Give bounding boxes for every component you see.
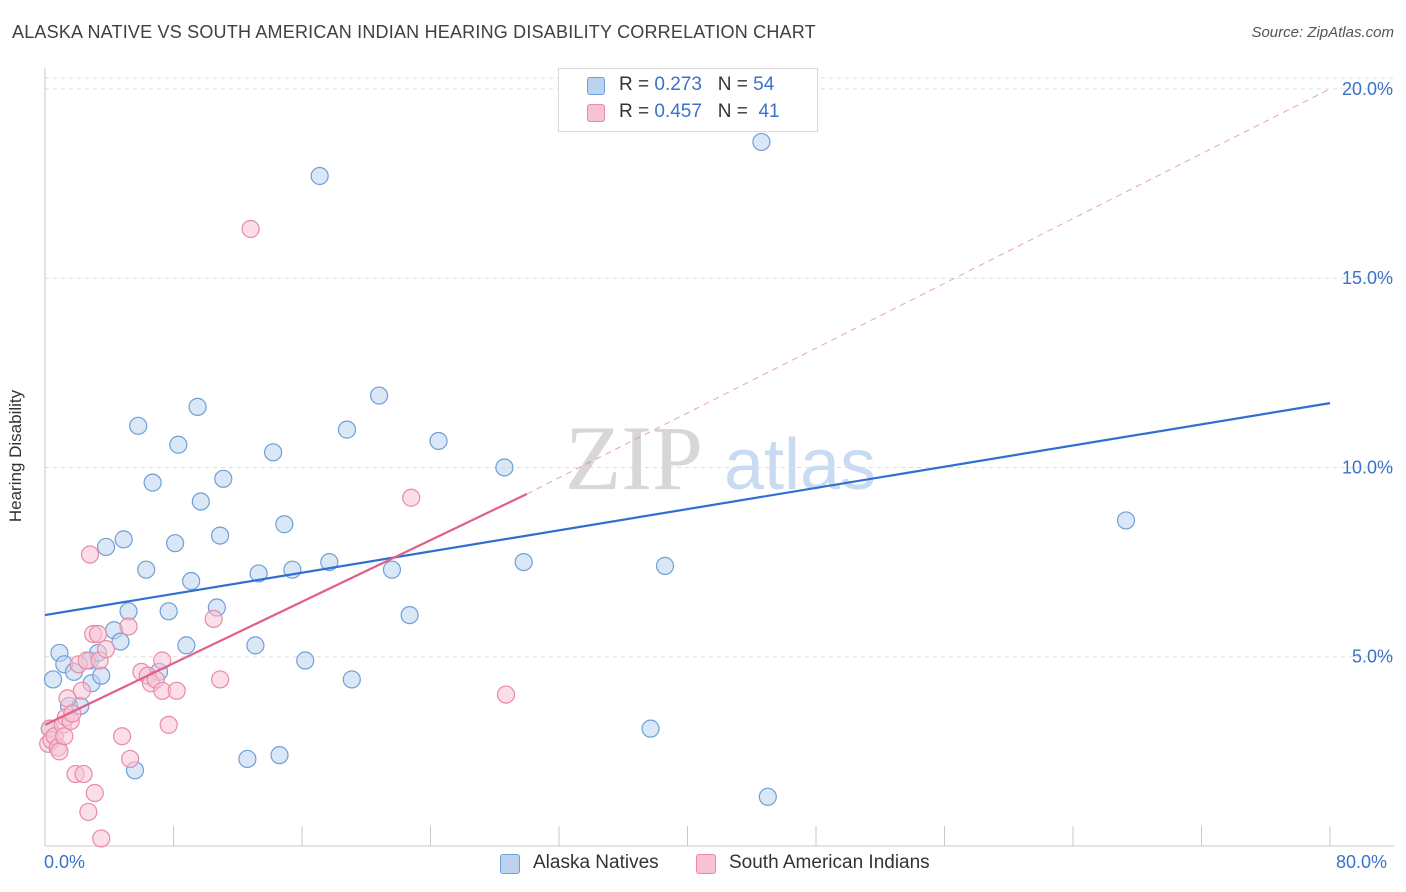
alaska-natives-point — [1116, 511, 1136, 530]
watermark: ZIP atlas — [565, 407, 876, 509]
alaska-natives-point — [210, 526, 230, 545]
south-american-indians-trend-line — [44, 492, 528, 726]
south-american-indians-point — [55, 727, 74, 746]
legend-swatch-blue — [587, 77, 605, 95]
alaska-natives-point — [191, 492, 210, 511]
legend-n-label: N = — [717, 74, 748, 95]
south-american-indians-point — [159, 715, 178, 734]
alaska-natives-point — [514, 552, 533, 572]
south-american-indians-point — [204, 609, 223, 628]
south-american-indians-point — [88, 624, 108, 644]
south-american-indians-point — [119, 617, 138, 636]
alaska-natives-point — [169, 435, 188, 454]
alaska-natives-point — [270, 746, 289, 765]
bottom-legend-swatch-pink — [696, 854, 716, 874]
alaska-natives-point — [43, 670, 63, 689]
south-american-indians-point — [496, 685, 516, 704]
south-american-indians-point — [72, 681, 92, 700]
alaska-natives-point — [214, 469, 233, 488]
y-tick-label: 15.0% — [1342, 268, 1393, 288]
south-american-indians-trend-extension — [526, 88, 1331, 495]
x-tick-label-min: 0.0% — [44, 852, 86, 872]
alaska-natives-point — [182, 571, 201, 591]
y-tick-labels: 5.0% 10.0% 15.0% 20.0% — [1342, 79, 1393, 667]
trend-lines — [44, 88, 1331, 726]
alaska-natives-point — [129, 416, 148, 435]
correlation-legend: R = 0.273 N = 54 R = 0.457 N = 41 — [558, 68, 818, 132]
alaska-natives-point — [342, 670, 361, 689]
south-american-indians-point — [92, 829, 111, 848]
bottom-legend-label: Alaska Natives — [533, 852, 659, 873]
legend-n-value: 54 — [753, 74, 775, 95]
alaska-natives-point — [296, 651, 315, 670]
bottom-legend-swatch-blue — [500, 854, 520, 874]
y-tick-label: 10.0% — [1342, 457, 1393, 477]
watermark-zip: ZIP — [565, 407, 703, 509]
legend-n-value: 41 — [758, 101, 780, 122]
alaska-natives-point — [758, 787, 777, 806]
alaska-natives-point — [400, 605, 419, 625]
alaska-natives-point — [92, 666, 111, 685]
south-american-indians-point — [85, 783, 104, 803]
alaska-natives-point — [641, 719, 660, 738]
alaska-natives-point — [119, 602, 138, 621]
alaska-natives-point — [382, 560, 402, 579]
source-note: Source: ZipAtlas.com — [1251, 24, 1394, 41]
alaska-natives-point — [310, 166, 329, 186]
grid-lines — [45, 77, 1394, 658]
south-american-indians-point — [402, 488, 421, 507]
south-american-indians-point — [121, 749, 140, 769]
south-american-indians-points — [39, 219, 516, 848]
legend-r-value: 0.457 — [654, 101, 702, 122]
south-american-indians-point — [50, 742, 69, 761]
x-tick-label-max: 80.0% — [1336, 852, 1388, 872]
legend-r-label: R = — [619, 74, 650, 95]
alaska-natives-point — [246, 636, 265, 655]
alaska-natives-point — [114, 530, 133, 549]
bottom-legend-label: South American Indians — [729, 852, 930, 873]
alaska-natives-point — [188, 397, 207, 416]
chart-title: ALASKA NATIVE VS SOUTH AMERICAN INDIAN H… — [12, 22, 816, 42]
south-american-indians-point — [96, 640, 116, 659]
legend-r-label: R = — [619, 101, 650, 122]
alaska-natives-point — [495, 458, 514, 477]
y-tick-label: 20.0% — [1342, 79, 1393, 99]
alaska-natives-point — [752, 132, 771, 152]
south-american-indians-point — [210, 670, 230, 689]
alaska-natives-point — [143, 473, 162, 492]
south-american-indians-point — [79, 802, 98, 822]
legend-swatch-pink — [587, 104, 605, 122]
alaska-natives-point — [177, 636, 196, 655]
y-axis-label: Hearing Disability — [6, 389, 25, 523]
alaska-natives-point — [320, 552, 339, 572]
south-american-indians-point — [241, 219, 260, 239]
alaska-natives-point — [96, 537, 116, 557]
alaska-natives-point — [429, 431, 448, 451]
south-american-indians-point — [112, 727, 132, 746]
alaska-natives-point — [655, 556, 675, 575]
legend-n-label: N = — [717, 101, 748, 122]
alaska-natives-point — [166, 534, 185, 553]
alaska-natives-point — [370, 386, 389, 405]
alaska-natives-point — [275, 515, 294, 534]
alaska-natives-point — [238, 749, 257, 769]
y-tick-label: 5.0% — [1352, 647, 1393, 667]
legend-r-value: 0.273 — [654, 74, 702, 95]
south-american-indians-point — [74, 764, 93, 784]
watermark-atlas: atlas — [724, 425, 876, 505]
alaska-natives-point — [263, 443, 283, 462]
alaska-natives-point — [249, 564, 268, 583]
alaska-natives-point — [111, 632, 130, 651]
alaska-natives-point — [337, 420, 357, 439]
south-american-indians-point — [167, 681, 186, 700]
alaska-natives-point — [137, 560, 156, 579]
axes — [44, 68, 1394, 847]
south-american-indians-point — [80, 545, 100, 564]
alaska-natives-point — [159, 602, 178, 621]
alaska-natives-trend-line — [44, 402, 1331, 617]
